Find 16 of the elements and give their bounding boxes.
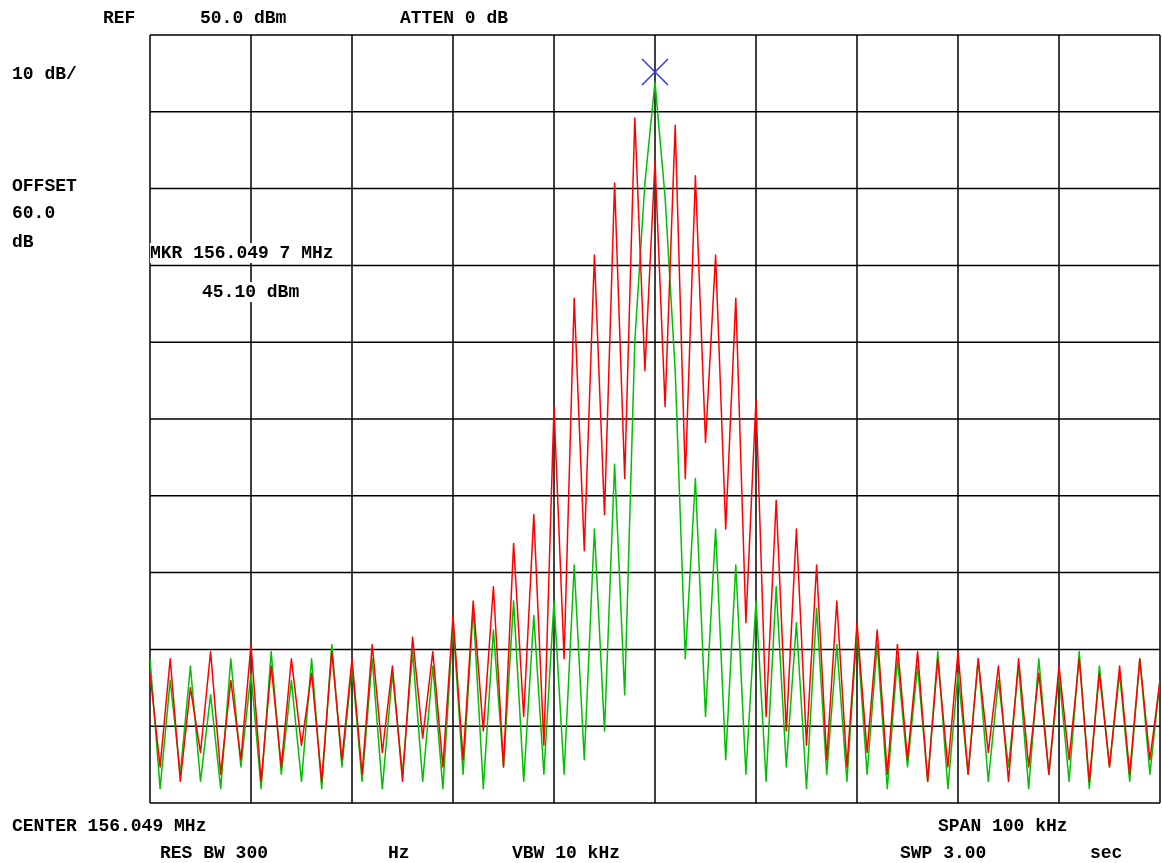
text: Hz: [388, 843, 410, 863]
text: dB: [12, 232, 34, 252]
text: 60.0: [12, 203, 56, 223]
text: RES BW 300: [160, 843, 269, 863]
text: 50.0 dBm: [200, 8, 287, 28]
annotation: MKR 156.049 7 MHz: [150, 243, 334, 263]
text: REF: [103, 8, 136, 28]
text: ATTEN 0 dB: [400, 8, 509, 28]
text: OFFSET: [12, 176, 77, 196]
text: VBW 10 kHz: [512, 843, 621, 863]
annotation: 45.10 dBm: [202, 282, 300, 302]
text: sec: [1090, 843, 1123, 863]
text: CENTER 156.049 MHz: [12, 816, 207, 836]
text: SPAN 100 kHz: [938, 816, 1068, 836]
text: SWP 3.00: [900, 843, 987, 863]
text: 10 dB/: [12, 64, 77, 84]
